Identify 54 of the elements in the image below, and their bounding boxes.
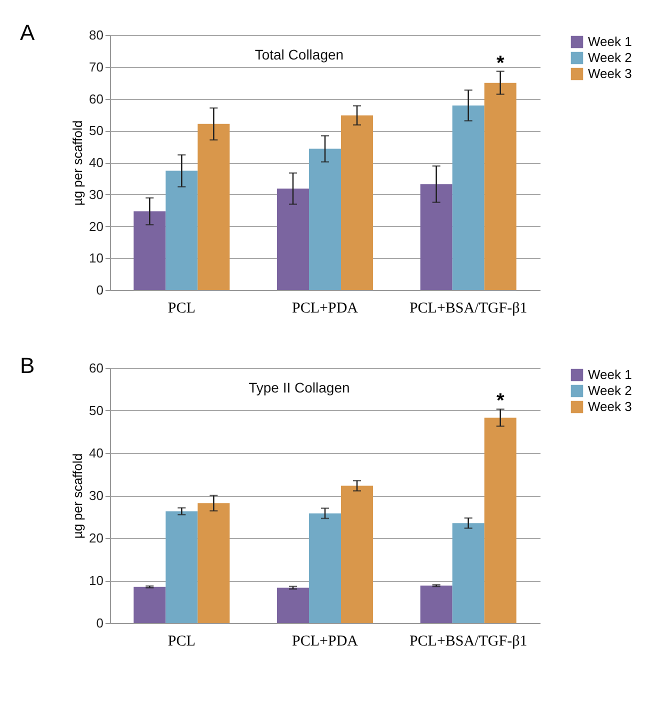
x-tick-label: PCL [168, 634, 196, 650]
legend-label: Week 3 [588, 399, 632, 414]
y-tick-label: 50 [89, 403, 104, 418]
x-tick-label: PCL [168, 300, 196, 316]
x-tick-label: PCL+BSA/TGF-β1 [409, 300, 528, 316]
legend-label: Week 1 [588, 34, 632, 49]
y-tick-label: 0 [96, 616, 104, 630]
y-tick-label: 20 [89, 530, 104, 546]
y-tick-label: 60 [89, 91, 104, 106]
bar [341, 115, 374, 290]
y-tick-label: 50 [89, 123, 104, 138]
bar [452, 523, 484, 623]
bar [166, 511, 198, 623]
y-tick-label: 30 [89, 488, 104, 503]
bar [420, 586, 452, 623]
bar [134, 586, 166, 623]
y-tick-label: 20 [89, 218, 104, 234]
x-tick-label: PCL+PDA [292, 634, 358, 650]
y-tick-label: 10 [89, 250, 104, 266]
legend-label: Week 2 [588, 50, 632, 65]
y-tick-label: 70 [89, 59, 104, 74]
y-axis-title: µg per scaffold [70, 120, 86, 206]
bar [134, 211, 166, 290]
bar [420, 184, 452, 290]
bar [341, 486, 374, 623]
y-tick-label: 40 [89, 155, 104, 170]
y-tick-label: 30 [89, 186, 104, 202]
bar [276, 588, 309, 623]
bar [198, 503, 230, 623]
text: Total Collagen [254, 46, 344, 62]
y-tick-label: 40 [89, 446, 104, 460]
legend-label: Week 3 [588, 66, 632, 81]
x-tick-label: PCL+PDA [292, 300, 358, 316]
bar [484, 82, 516, 290]
y-tick-label: 10 [89, 573, 104, 588]
text: A [20, 20, 35, 45]
bar [166, 170, 198, 290]
text: B [20, 353, 35, 378]
annotation: * [496, 52, 504, 74]
bar [452, 105, 484, 290]
bar [484, 418, 516, 623]
annotation: * [496, 390, 504, 412]
y-tick-label: 80 [89, 28, 104, 42]
bar [198, 124, 230, 290]
bar [308, 513, 342, 623]
bar [276, 188, 309, 290]
y-tick-label: 60 [89, 360, 104, 376]
bar [308, 148, 342, 290]
legend-label: Week 2 [588, 383, 632, 398]
y-axis-title: µg per scaffold [70, 453, 86, 539]
legend-label: Week 1 [588, 367, 632, 382]
x-tick-label: PCL+BSA/TGF-β1 [409, 634, 528, 650]
y-tick-label: 0 [96, 282, 104, 298]
text: Type II Collagen [248, 379, 350, 396]
